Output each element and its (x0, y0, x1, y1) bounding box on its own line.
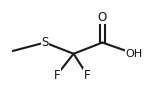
Text: O: O (98, 11, 107, 24)
Text: OH: OH (126, 49, 143, 59)
Text: F: F (53, 69, 60, 82)
Text: S: S (41, 36, 48, 49)
Text: F: F (84, 69, 91, 82)
